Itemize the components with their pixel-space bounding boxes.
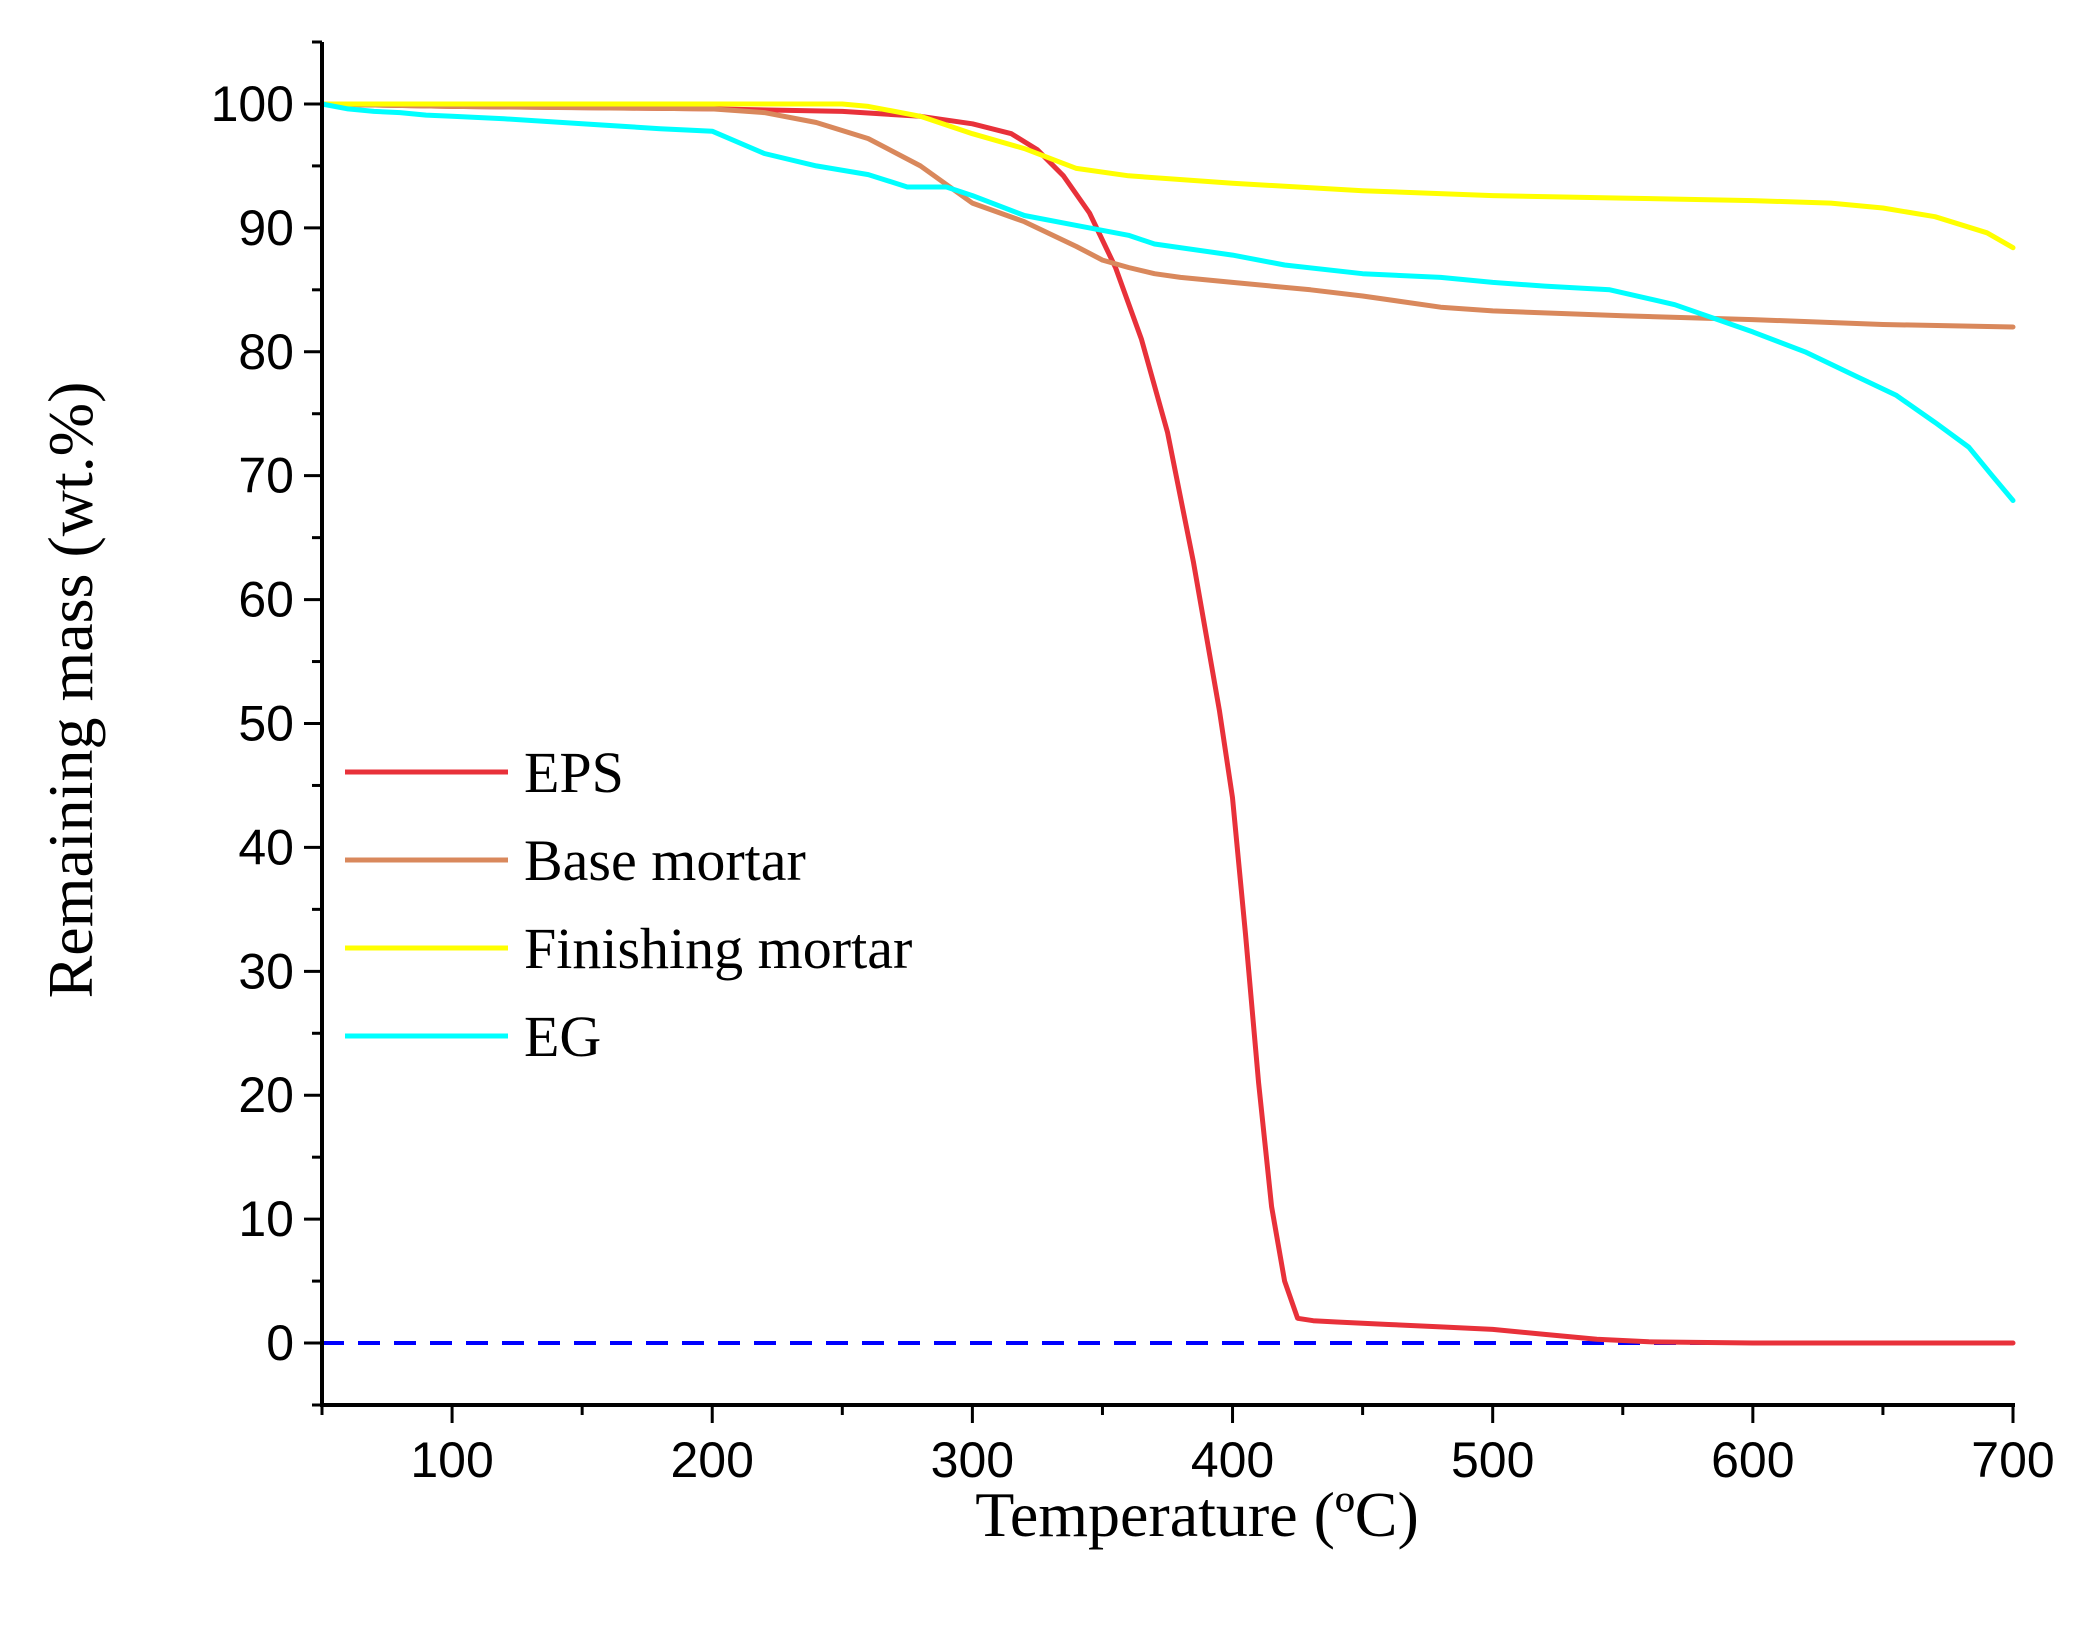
legend-label: EPS — [524, 740, 624, 805]
legend-label: Base mortar — [524, 828, 806, 893]
y-tick-label: 0 — [266, 1315, 294, 1371]
x-tick-label: 500 — [1451, 1432, 1534, 1488]
y-tick-label: 10 — [238, 1191, 294, 1247]
y-tick-label: 20 — [238, 1067, 294, 1123]
y-axis-title: Remaining mass (wt.%) — [35, 382, 106, 999]
y-tick-label: 30 — [238, 943, 294, 999]
y-tick-label: 90 — [238, 200, 294, 256]
x-axis-title: Temperature (ºC) — [975, 1479, 1419, 1550]
x-tick-label: 700 — [1971, 1432, 2054, 1488]
legend: EPS Base mortar Finishing mortar EG — [345, 740, 912, 1069]
x-tick-label: 300 — [931, 1432, 1014, 1488]
series-line-eps — [319, 101, 2016, 1346]
y-tick-label: 70 — [238, 448, 294, 504]
legend-label: Finishing mortar — [524, 916, 912, 981]
series-line-base-mortar — [319, 101, 2016, 330]
plot-area — [319, 101, 2016, 1346]
y-tick-label: 60 — [238, 572, 294, 628]
series-line-eg — [319, 101, 2016, 503]
x-tick-label: 600 — [1711, 1432, 1794, 1488]
x-tick-label: 200 — [671, 1432, 754, 1488]
series-line-finishing-mortar — [319, 101, 2016, 251]
x-tick-label: 400 — [1191, 1432, 1274, 1488]
y-tick-label: 80 — [238, 324, 294, 380]
y-tick-label: 40 — [238, 819, 294, 875]
y-tick-label: 50 — [238, 696, 294, 752]
x-tick-label: 100 — [410, 1432, 493, 1488]
y-tick-label: 100 — [211, 76, 294, 132]
ticks: 100 200 300 400 500 600 700 0 10 20 30 40 50 60 70 80 90… — [211, 40, 2055, 1488]
legend-label: EG — [524, 1004, 601, 1069]
